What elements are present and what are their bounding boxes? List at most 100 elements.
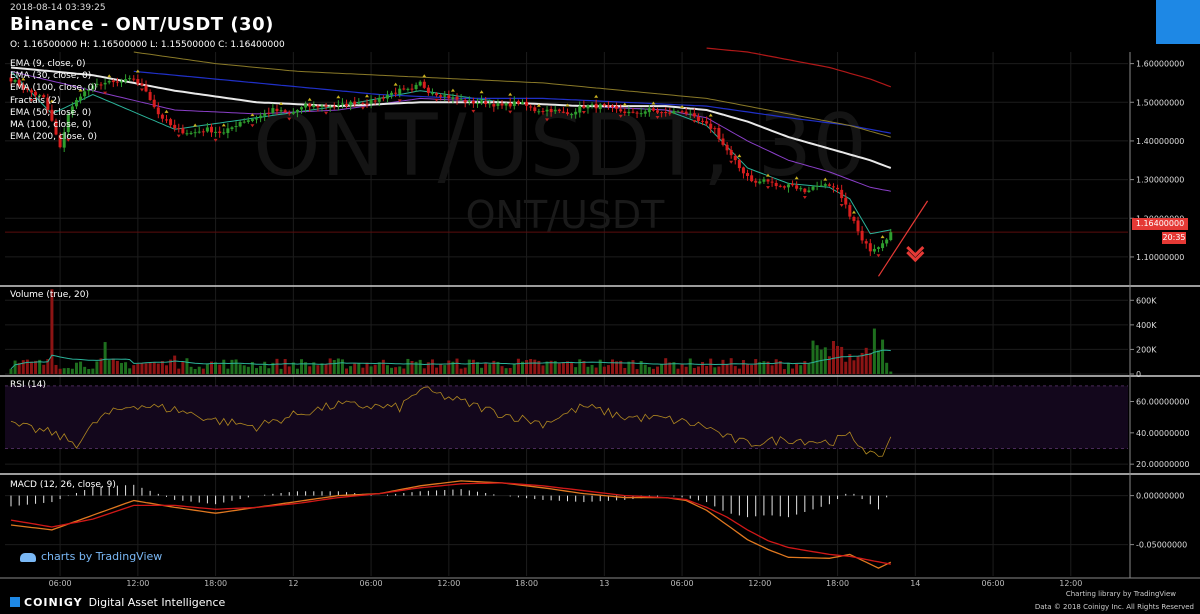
indicator-label[interactable]: EMA (30, close, 0) xyxy=(10,71,92,82)
volume-bar xyxy=(868,352,872,374)
volume-bar xyxy=(291,362,295,374)
candle-body xyxy=(831,186,835,188)
cloud-icon xyxy=(20,552,36,562)
candle-body xyxy=(38,95,42,97)
candle-body xyxy=(295,109,299,113)
candle-body xyxy=(533,107,537,112)
candle-body xyxy=(766,179,770,182)
fractal-marker xyxy=(434,98,439,102)
volume-bar xyxy=(709,358,713,374)
volume-bar xyxy=(823,347,827,374)
candle-body xyxy=(242,121,246,123)
volume-bar xyxy=(889,371,893,374)
candle-body xyxy=(529,106,533,108)
candle-body xyxy=(746,173,750,176)
volume-bar xyxy=(782,369,786,374)
candle-body xyxy=(639,113,643,115)
candle-body xyxy=(549,109,553,113)
volume-bar xyxy=(25,359,29,374)
candle-body xyxy=(856,220,860,232)
candle-body xyxy=(836,187,840,190)
candle-body xyxy=(406,88,410,90)
header-datetime: 2018-08-14 03:39:25 xyxy=(10,3,106,13)
indicator-label[interactable]: EMA (50, close, 0) xyxy=(10,107,92,118)
volume-bar xyxy=(164,365,168,374)
volume-bar xyxy=(672,362,676,374)
candle-body xyxy=(324,105,328,107)
candle-body xyxy=(226,128,230,134)
volume-bar xyxy=(189,366,193,374)
candle-body xyxy=(463,100,467,103)
candle-body xyxy=(709,123,713,129)
rsi-pane-label[interactable]: RSI (14) xyxy=(10,380,46,390)
volume-bar xyxy=(660,364,664,374)
volume-bar xyxy=(639,360,643,374)
candle-body xyxy=(328,106,332,108)
volume-bar xyxy=(361,367,365,374)
candle-body xyxy=(181,128,185,134)
fractal-marker xyxy=(618,114,623,118)
volume-bar xyxy=(840,346,844,374)
candle-body xyxy=(152,99,156,108)
candle-body xyxy=(234,126,238,128)
volume-bar xyxy=(611,359,615,374)
coinigy-logo-icon xyxy=(1156,0,1200,44)
indicator-label[interactable]: MA (100, close, 0) xyxy=(10,120,92,131)
fractal-marker xyxy=(360,106,365,110)
fractal-marker xyxy=(880,235,885,239)
volume-bar xyxy=(402,368,406,374)
candle-body xyxy=(741,167,745,174)
candle-body xyxy=(95,83,99,85)
volume-bar xyxy=(185,358,189,374)
volume-bar xyxy=(566,361,569,374)
volume-bar xyxy=(70,368,74,374)
volume-bar xyxy=(549,360,553,374)
volume-bar xyxy=(304,362,308,374)
candle-body xyxy=(164,119,168,121)
trend-line xyxy=(877,200,929,277)
volume-bar xyxy=(156,363,160,374)
volume-bar xyxy=(54,364,58,374)
volume-bar xyxy=(394,367,398,374)
x-tick-label: 14 xyxy=(910,579,920,588)
volume-bar xyxy=(132,365,136,374)
volume-bar xyxy=(439,364,443,374)
volume-bar xyxy=(692,367,696,374)
volume-bar xyxy=(635,369,639,374)
candle-body xyxy=(467,100,471,102)
volume-bar xyxy=(676,368,680,374)
fractal-marker xyxy=(450,88,455,92)
indicator-label[interactable]: EMA (100, close, 0) xyxy=(10,83,98,94)
candle-body xyxy=(197,131,201,133)
fractal-marker xyxy=(324,111,329,115)
x-tick-label: 12:00 xyxy=(126,579,149,588)
price-pane xyxy=(5,47,1128,277)
volume-bar xyxy=(418,359,422,374)
volume-bar xyxy=(721,359,725,374)
volume-pane-label[interactable]: Volume (true, 20) xyxy=(10,290,90,300)
candle-body xyxy=(660,112,664,114)
indicator-label[interactable]: EMA (200, close, 0) xyxy=(10,132,98,143)
tradingview-brand[interactable]: TradingView xyxy=(1133,590,1176,598)
candle-body xyxy=(394,92,398,94)
volume-bar xyxy=(320,363,324,374)
fractal-marker xyxy=(794,176,799,180)
indicator-label[interactable]: Fractals (2) xyxy=(10,95,61,106)
candle-body xyxy=(430,93,434,95)
fractal-marker xyxy=(766,173,771,177)
candle-body xyxy=(332,106,336,108)
candle-body xyxy=(177,128,181,130)
volume-bar xyxy=(881,339,885,374)
fractal-marker xyxy=(594,94,599,98)
candle-body xyxy=(128,78,132,80)
candle-body xyxy=(267,112,271,114)
candle-body xyxy=(590,104,594,106)
volume-bar xyxy=(741,360,745,374)
indicator-label[interactable]: EMA (9, close, 0) xyxy=(10,59,86,69)
candle-body xyxy=(439,95,443,97)
fractal-marker xyxy=(250,113,255,117)
volume-bar xyxy=(651,368,655,374)
volume-bar xyxy=(357,363,361,374)
tradingview-caption[interactable]: charts by TradingView xyxy=(20,550,162,563)
macd-pane-label[interactable]: MACD (12, 26, close, 9) xyxy=(10,480,116,490)
